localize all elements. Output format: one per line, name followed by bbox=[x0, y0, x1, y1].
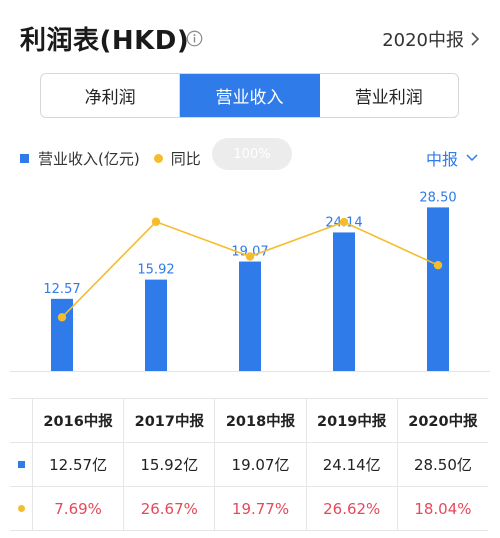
legend-line-marker bbox=[153, 153, 163, 163]
yoy-point[interactable] bbox=[433, 260, 443, 270]
page-title: 利润表(HKD) bbox=[20, 26, 190, 56]
table-cell: 15.92亿 bbox=[123, 443, 214, 486]
bar-value-label: 15.92 bbox=[137, 263, 174, 278]
table-row-yoy: 7.69% 26.67% 19.77% 26.62% 18.04% bbox=[10, 487, 488, 531]
yoy-point[interactable] bbox=[151, 217, 161, 226]
table-header: 2019中报 bbox=[305, 399, 397, 442]
table-row-revenue: 12.57亿 15.92亿 19.07亿 24.14亿 28.50亿 bbox=[10, 443, 488, 487]
yoy-point[interactable] bbox=[245, 252, 255, 261]
header: 利润表(HKD) 2020中报 bbox=[0, 0, 500, 72]
table-header-row: 2016中报 2017中报 2018中报 2019中报 2020中报 bbox=[10, 399, 488, 443]
table-header: 2016中报 bbox=[32, 399, 123, 442]
legend-yoy-label: 同比 bbox=[170, 149, 201, 168]
table-cell: 18.04% bbox=[396, 487, 488, 530]
info-icon[interactable] bbox=[186, 30, 203, 47]
bar-value-label: 19.07 bbox=[231, 245, 268, 260]
legend-revenue-label: 营业收入(亿元) bbox=[38, 149, 140, 168]
data-table: 2016中报 2017中报 2018中报 2019中报 2020中报 12.57… bbox=[10, 398, 488, 531]
revenue-bar[interactable] bbox=[333, 232, 355, 371]
revenue-bar[interactable] bbox=[427, 207, 449, 371]
table-cell: 12.57亿 bbox=[32, 443, 123, 486]
table-header: 2017中报 bbox=[123, 399, 214, 442]
legend-bar-marker bbox=[20, 153, 29, 163]
period-dropdown[interactable]: 中报 bbox=[426, 146, 478, 170]
yoy-point[interactable] bbox=[339, 217, 349, 227]
table-cell: 19.07亿 bbox=[214, 443, 305, 486]
percent-pill: 100% bbox=[212, 138, 292, 170]
bar-value-label: 28.50 bbox=[419, 190, 456, 205]
table-cell: 7.69% bbox=[32, 487, 123, 530]
metric-tabs: 净利润 营业收入 营业利润 bbox=[40, 73, 459, 118]
chart-legend: 营业收入(亿元) 同比 bbox=[20, 146, 201, 170]
chevron-down-icon bbox=[466, 154, 478, 162]
revenue-bar[interactable] bbox=[51, 298, 73, 371]
table-cell: 28.50亿 bbox=[396, 443, 488, 486]
chevron-right-icon bbox=[471, 32, 480, 46]
period-selector[interactable]: 2020中报 bbox=[382, 26, 480, 52]
yoy-point[interactable] bbox=[57, 313, 67, 322]
table-header: 2020中报 bbox=[396, 399, 488, 442]
table-cell: 26.62% bbox=[305, 487, 397, 530]
revenue-marker bbox=[17, 461, 25, 468]
revenue-bar[interactable] bbox=[145, 279, 167, 371]
table-header: 2018中报 bbox=[214, 399, 305, 442]
tab-net-profit[interactable]: 净利润 bbox=[41, 74, 181, 117]
revenue-bar[interactable] bbox=[239, 261, 261, 371]
tab-revenue[interactable]: 营业收入 bbox=[180, 74, 320, 117]
table-cell: 26.67% bbox=[123, 487, 214, 530]
bar-value-label: 12.57 bbox=[43, 282, 80, 297]
dropdown-label: 中报 bbox=[425, 150, 458, 169]
yoy-marker bbox=[17, 505, 25, 512]
table-cell: 24.14亿 bbox=[305, 443, 397, 486]
period-label: 2020中报 bbox=[382, 30, 464, 51]
tab-operating-profit[interactable]: 营业利润 bbox=[354, 88, 423, 108]
table-cell: 19.77% bbox=[214, 487, 305, 530]
